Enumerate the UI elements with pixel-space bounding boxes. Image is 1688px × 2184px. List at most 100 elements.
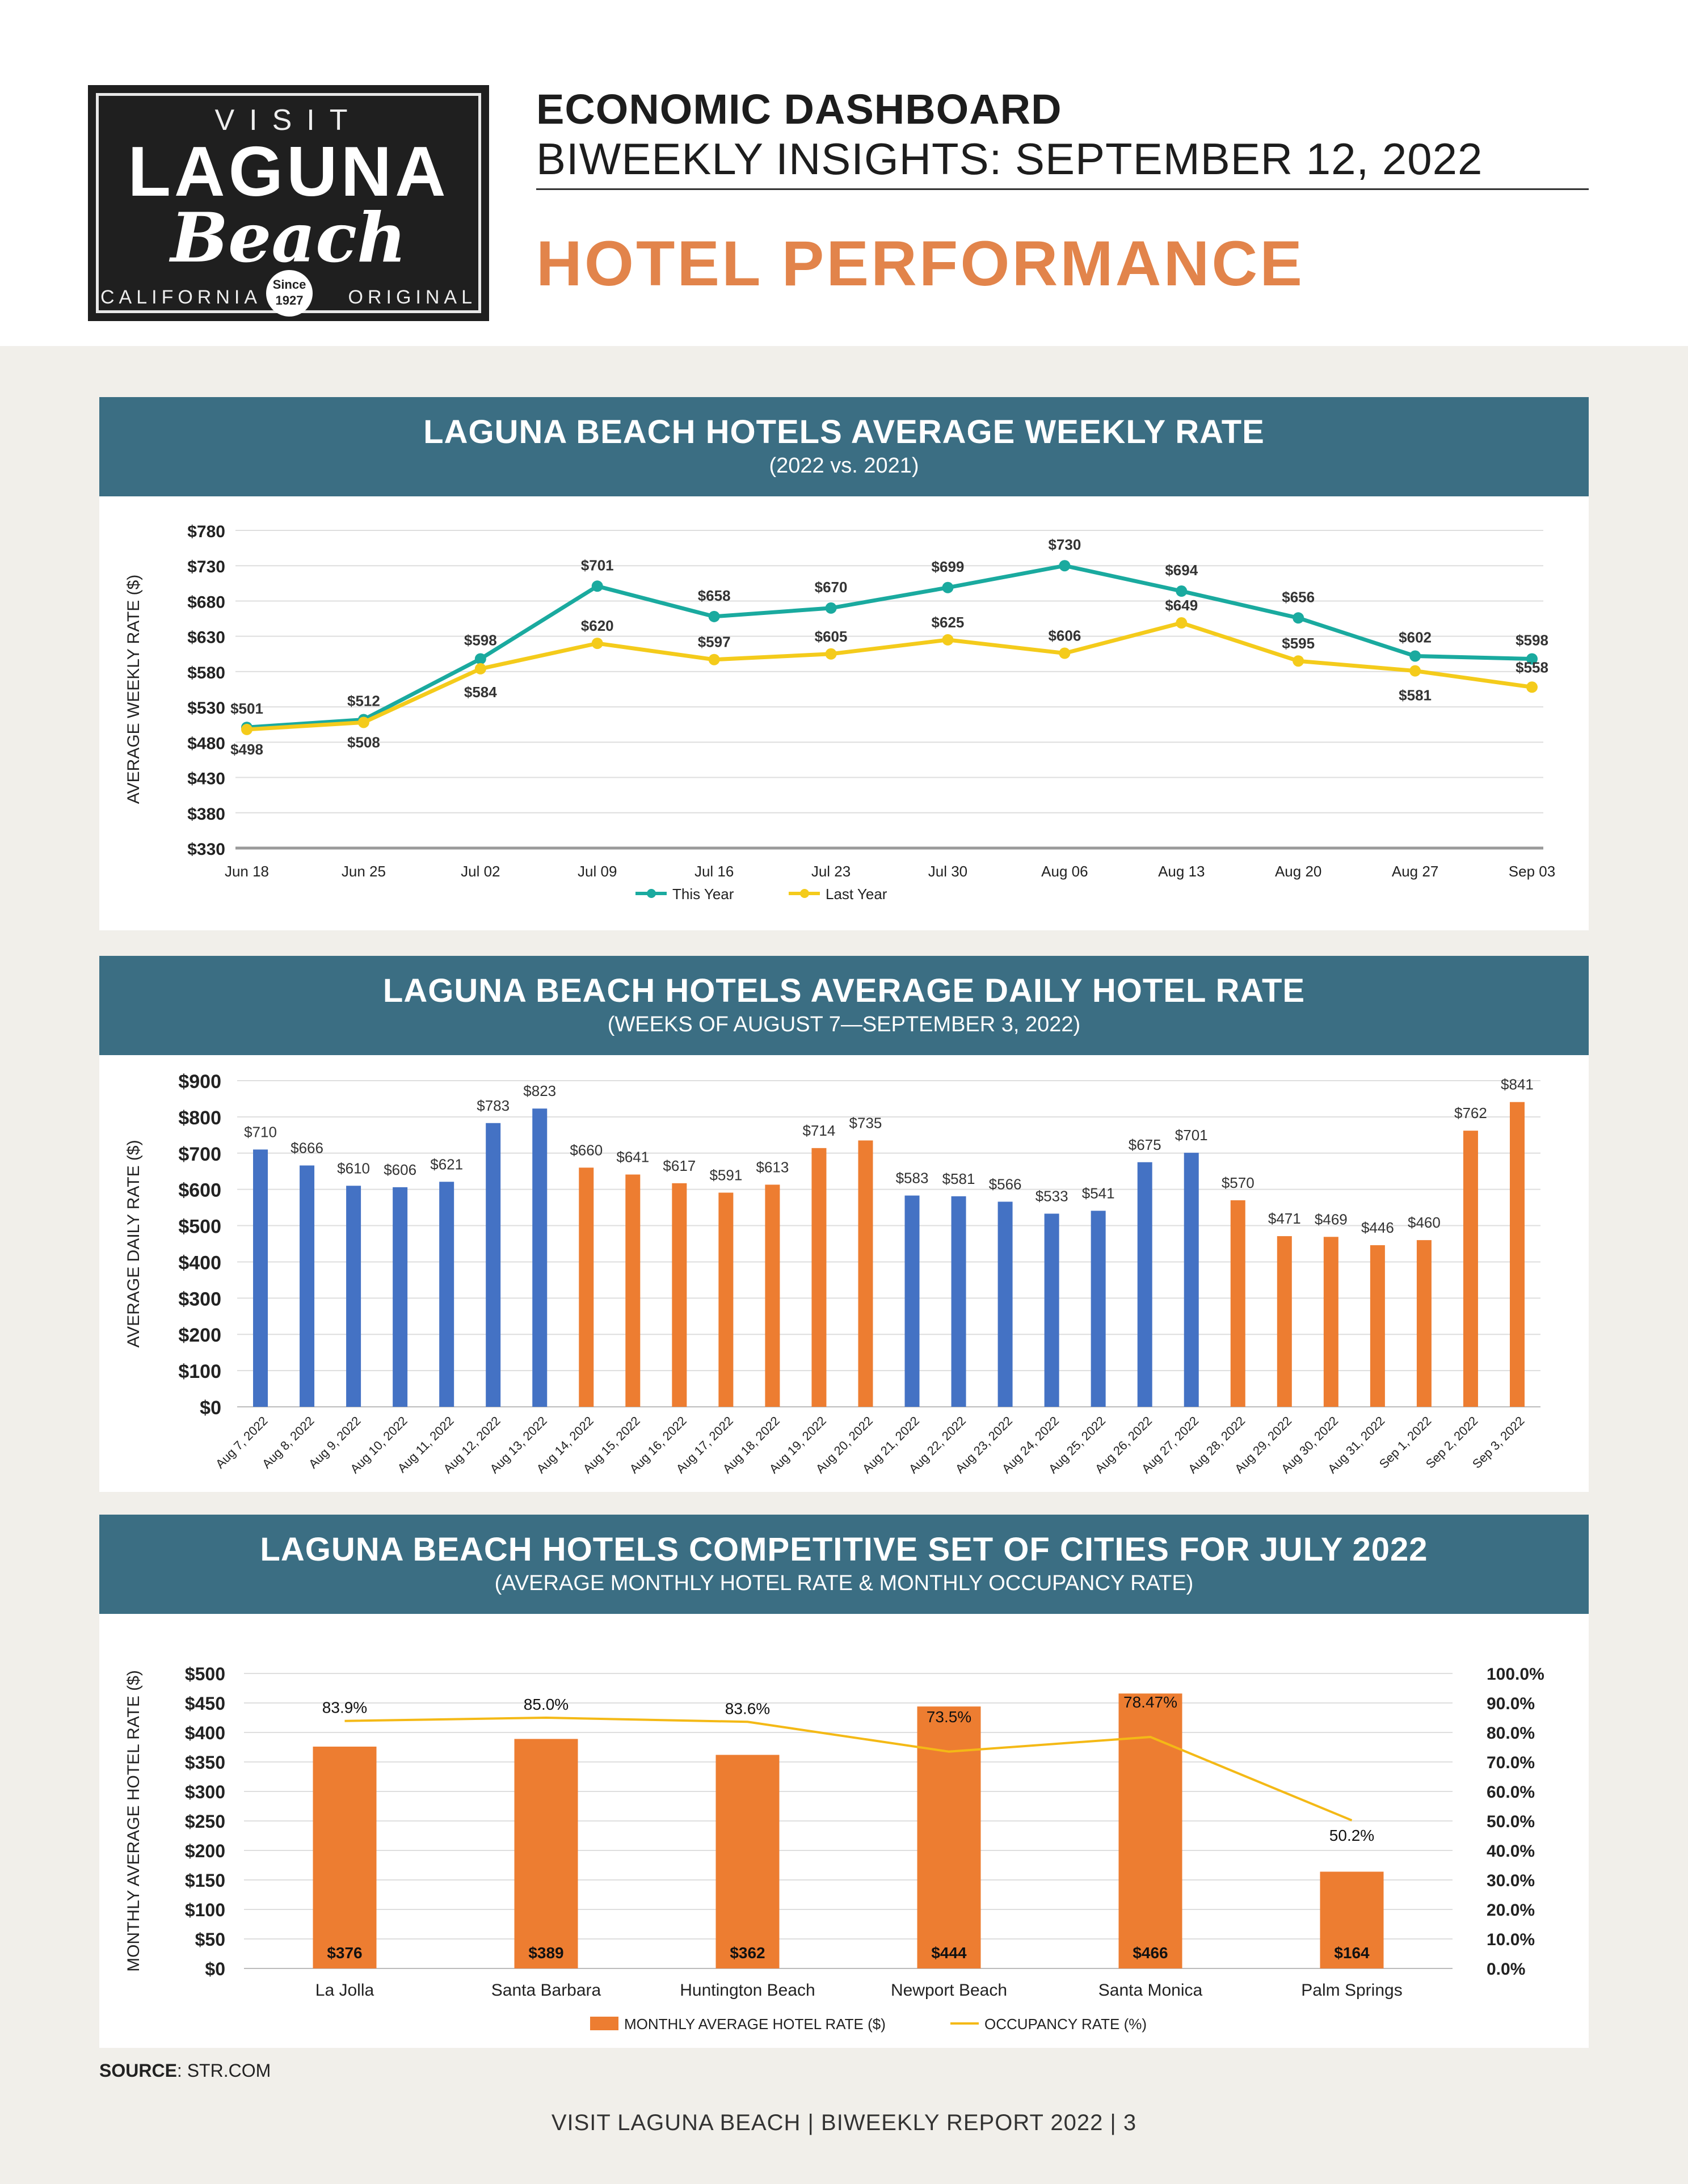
data-label: $841 xyxy=(1501,1076,1534,1093)
last-year-point xyxy=(825,648,837,660)
data-label: $606 xyxy=(1048,627,1081,644)
bar xyxy=(300,1165,315,1407)
data-label: $512 xyxy=(347,693,380,710)
y2-tick-label: 70.0% xyxy=(1487,1753,1535,1772)
legend-swatch-marker xyxy=(647,889,656,898)
x-tick-label: Aug 20 xyxy=(1275,863,1321,880)
legend-entry: MONTHLY AVERAGE HOTEL RATE ($) xyxy=(624,2016,886,2033)
data-label: $649 xyxy=(1165,597,1198,614)
data-label: $613 xyxy=(756,1158,789,1175)
y-tick-label: $250 xyxy=(185,1811,225,1832)
data-label: $710 xyxy=(244,1123,277,1140)
data-label: $558 xyxy=(1516,659,1548,676)
y-tick-label: $500 xyxy=(178,1216,221,1238)
competitive-set-subtitle: (AVERAGE MONTHLY HOTEL RATE & MONTHLY OC… xyxy=(494,1571,1194,1595)
data-label: $701 xyxy=(581,556,614,574)
y2-tick-label: 100.0% xyxy=(1487,1665,1544,1684)
data-label: $598 xyxy=(464,631,497,648)
this-year-point xyxy=(942,581,954,593)
data-label: $606 xyxy=(384,1161,416,1178)
bar xyxy=(997,1201,1013,1407)
y-tick-label: $450 xyxy=(185,1693,225,1714)
y-tick-label: $400 xyxy=(185,1723,225,1743)
y-tick-label: $900 xyxy=(178,1071,221,1093)
y-tick-label: $200 xyxy=(178,1325,221,1346)
data-label: $584 xyxy=(464,684,497,701)
bar xyxy=(1416,1240,1432,1407)
bar xyxy=(486,1123,501,1407)
bar xyxy=(1277,1236,1292,1407)
data-label: $605 xyxy=(815,628,848,645)
bar xyxy=(1044,1213,1059,1407)
rate-bar xyxy=(715,1755,780,1968)
bar xyxy=(718,1192,734,1407)
x-tick-label: Aug 13 xyxy=(1158,863,1205,880)
logo-original: ORIGINAL xyxy=(348,286,477,308)
bar xyxy=(1184,1153,1199,1407)
last-year-point xyxy=(942,634,954,646)
data-label: $583 xyxy=(896,1170,929,1187)
x-tick-label: Aug 06 xyxy=(1041,863,1088,880)
data-label: $694 xyxy=(1165,562,1198,579)
y2-tick-label: 30.0% xyxy=(1487,1871,1535,1890)
last-year-point xyxy=(474,663,486,674)
x-tick-label: Huntington Beach xyxy=(680,1981,815,2000)
rate-bar-label: $362 xyxy=(730,1944,765,1962)
weekly-rate-panel: LAGUNA BEACH HOTELS AVERAGE WEEKLY RATE … xyxy=(99,397,1589,930)
data-label: $595 xyxy=(1282,635,1315,652)
section-title: HOTEL PERFORMANCE xyxy=(536,228,1304,299)
data-label: $675 xyxy=(1129,1136,1161,1153)
y-tick-label: $0 xyxy=(200,1397,221,1419)
legend-swatch-bar xyxy=(590,2017,618,2030)
rate-bar-label: $376 xyxy=(327,1944,362,1962)
occupancy-label: 85.0% xyxy=(524,1696,569,1713)
bar xyxy=(765,1184,780,1407)
rate-bar-label: $389 xyxy=(528,1944,563,1962)
y-tick-label: $330 xyxy=(187,840,225,859)
data-label: $617 xyxy=(663,1157,696,1174)
rate-bar xyxy=(313,1746,377,1968)
rate-bar-label: $164 xyxy=(1334,1944,1370,1962)
this-year-point xyxy=(474,653,486,665)
dashboard-subtitle: BIWEEKLY INSIGHTS: SEPTEMBER 12, 2022 xyxy=(536,134,1483,184)
logo-since-badge: Since 1927 xyxy=(266,270,313,317)
occupancy-label: 78.47% xyxy=(1123,1693,1177,1711)
x-tick-label: Jul 16 xyxy=(694,863,734,880)
x-tick-label: Santa Monica xyxy=(1098,1981,1203,2000)
occupancy-label: 83.6% xyxy=(725,1700,770,1717)
rate-bar-label: $444 xyxy=(931,1944,967,1962)
data-label: $498 xyxy=(230,741,263,758)
logo-since: Since xyxy=(272,277,306,292)
bar xyxy=(1323,1237,1338,1407)
bar xyxy=(1463,1131,1478,1407)
logo-visit: VISIT xyxy=(214,104,363,137)
y2-tick-label: 20.0% xyxy=(1487,1901,1535,1920)
x-tick-label: Jun 25 xyxy=(342,863,386,880)
x-tick-label: Jul 02 xyxy=(461,863,500,880)
bar xyxy=(346,1186,361,1407)
logo-laguna: LAGUNA xyxy=(128,133,449,211)
this-year-point xyxy=(591,580,603,592)
data-label: $621 xyxy=(430,1156,463,1173)
y-tick-label: $500 xyxy=(185,1664,225,1684)
header-rule xyxy=(536,188,1589,190)
weekly-rate-subtitle: (2022 vs. 2021) xyxy=(769,454,919,478)
data-label: $625 xyxy=(932,614,965,631)
weekly-rate-line-chart: $330 $380 $430 $480 $530 $580 $630 $680 $730 $780… xyxy=(124,522,1555,903)
data-label: $823 xyxy=(523,1082,556,1099)
this-year-point xyxy=(1293,612,1304,624)
data-label: $656 xyxy=(1282,588,1315,605)
y-tick-label: $380 xyxy=(187,805,225,824)
last-year-point xyxy=(241,723,252,735)
rate-bar xyxy=(1320,1871,1384,1968)
y-tick-label: $300 xyxy=(185,1782,225,1802)
occupancy-label: 50.2% xyxy=(1329,1827,1374,1844)
bar xyxy=(579,1167,594,1407)
daily-rate-bar-chart: $0 $100 $200 $300 $400 $500 $600 $700 $800 $900 AV… xyxy=(124,1071,1540,1476)
data-label: $620 xyxy=(581,617,614,634)
y2-tick-label: 90.0% xyxy=(1487,1694,1535,1713)
y2-tick-label: 80.0% xyxy=(1487,1724,1535,1743)
bar xyxy=(1091,1211,1106,1407)
bar xyxy=(858,1140,873,1407)
data-label: $735 xyxy=(849,1114,882,1131)
